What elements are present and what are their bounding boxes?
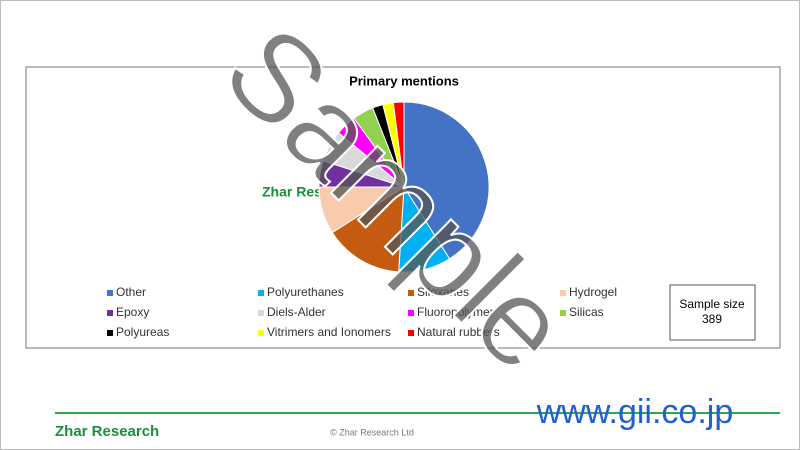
pie-chart: Other Polyurethanes Siloxanes Hydrogel Epoxy… — [107, 101, 617, 339]
legend-marker — [408, 330, 414, 336]
legend-label: Hydrogel — [569, 285, 617, 299]
legend-label: Siloxanes — [417, 285, 469, 299]
legend-marker — [258, 330, 264, 336]
legend-label: Diels-Alder — [267, 305, 326, 319]
copyright: © Zhar Research Ltd — [330, 427, 414, 437]
sample-size-box — [669, 284, 756, 341]
site-url: www.gii.co.jp — [536, 393, 734, 431]
legend-marker — [107, 310, 113, 316]
legend-label: Polyureas — [116, 325, 169, 339]
legend-label: Polyurethanes — [267, 285, 344, 299]
sample-size-label: Sample size — [679, 297, 745, 311]
legend-label: Fluoropolymer — [417, 305, 494, 319]
legend-label: Natural rubbers — [417, 325, 500, 339]
legend-marker — [560, 310, 566, 316]
pie-slice — [331, 186, 405, 273]
legend-label: Other — [116, 285, 146, 299]
pie-slice — [392, 101, 405, 188]
legend-label: Silicas — [569, 305, 604, 319]
legend-marker — [107, 330, 113, 336]
footer-logo: Zhar Research — [55, 423, 159, 440]
legend-marker — [258, 310, 264, 316]
sample-size-value: 389 — [702, 312, 722, 326]
legend-marker — [560, 290, 566, 296]
legend-marker — [107, 290, 113, 296]
chart-title: Primary mentions — [349, 73, 459, 88]
legend-marker — [258, 290, 264, 296]
legend-label: Epoxy — [116, 305, 149, 319]
legend-label: Vitrimers and Ionomers — [267, 325, 391, 339]
legend-marker — [408, 290, 414, 296]
legend-marker — [408, 310, 414, 316]
